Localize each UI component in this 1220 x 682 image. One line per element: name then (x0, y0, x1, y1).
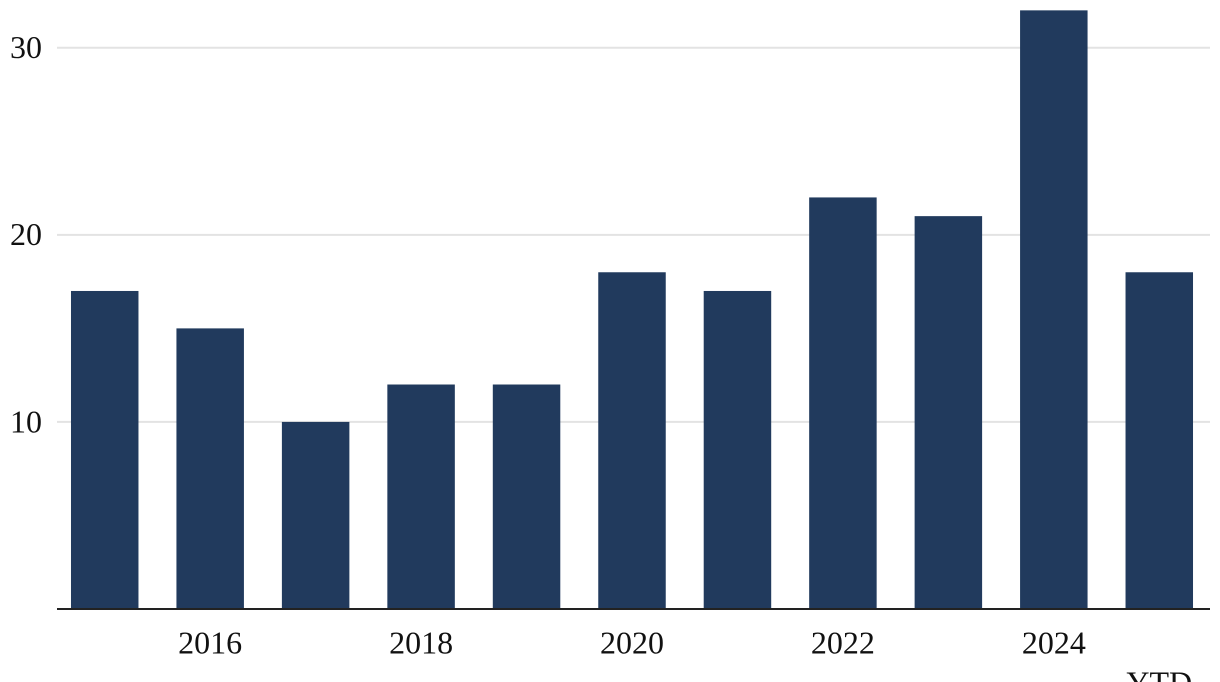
x-tick-label: 2024 (1022, 624, 1086, 660)
bar (809, 197, 877, 609)
bar (70, 290, 139, 609)
y-tick-label: 30 (10, 29, 42, 65)
bar (703, 290, 772, 609)
x-tick-label: 2016 (178, 624, 242, 660)
x-tick-label: YTD (1126, 664, 1192, 682)
bar (387, 384, 455, 609)
y-tick-label: 20 (10, 216, 42, 252)
bar (1125, 272, 1194, 609)
x-tick-label: 2018 (389, 624, 453, 660)
bar (1020, 10, 1088, 610)
bar (492, 384, 561, 609)
bar (176, 328, 244, 609)
bar (598, 272, 666, 609)
bar (281, 421, 350, 609)
x-tick-label: 2022 (811, 624, 875, 660)
bar (914, 216, 983, 609)
x-tick-label: 2020 (600, 624, 664, 660)
y-tick-label: 10 (10, 403, 42, 439)
